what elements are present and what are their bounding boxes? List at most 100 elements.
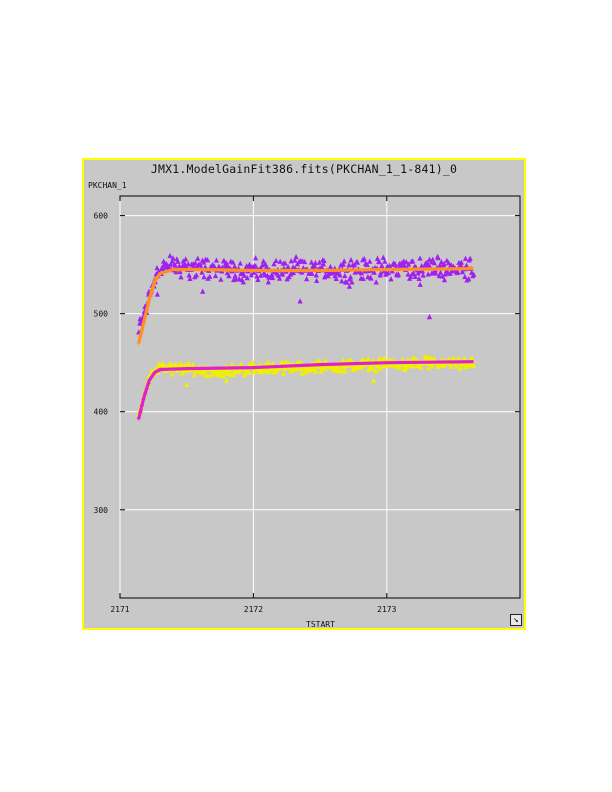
data-point-series-1 [191, 371, 197, 378]
data-point-series-1 [377, 365, 383, 371]
data-point-series-0 [471, 271, 477, 277]
fit-marker-series-3 [151, 372, 156, 377]
data-point-series-1 [340, 357, 346, 363]
data-point-series-1 [238, 361, 244, 367]
data-point-series-1 [251, 369, 257, 375]
data-point-series-0 [177, 268, 183, 274]
data-point-series-0 [419, 268, 426, 274]
data-point-series-0 [402, 263, 408, 269]
data-point-series-0 [467, 255, 473, 261]
data-point-series-0 [334, 270, 341, 276]
data-point-series-0 [462, 255, 469, 261]
data-point-series-0 [346, 262, 352, 268]
data-point-series-0 [348, 257, 354, 263]
data-point-series-0 [232, 263, 238, 269]
fit-marker-series-3 [139, 403, 144, 408]
data-point-series-0 [218, 276, 224, 282]
data-point-series-0 [312, 263, 318, 269]
data-point-series-0 [253, 263, 259, 269]
data-point-series-1 [266, 368, 272, 374]
data-point-series-0 [433, 270, 439, 276]
data-point-series-1 [280, 370, 287, 376]
data-point-series-0 [170, 255, 176, 261]
data-point-series-0 [241, 272, 247, 278]
data-point-series-0 [321, 257, 327, 264]
fit-marker-series-3 [149, 375, 154, 380]
data-point-series-0 [168, 261, 174, 267]
data-point-series-0 [382, 258, 388, 264]
data-point-series-0 [349, 279, 355, 285]
data-point-series-1 [241, 371, 247, 378]
data-point-series-0 [364, 261, 370, 268]
data-point-series-1 [190, 361, 196, 367]
data-point-series-0 [265, 279, 271, 285]
y-tick-label: 600 [94, 212, 109, 221]
fit-marker-series-2 [159, 271, 164, 276]
plot-window: JMX1.ModelGainFit386.fits(PKCHAN_1_1-841… [82, 158, 526, 630]
data-point-series-0 [405, 271, 411, 277]
data-point-series-0 [368, 275, 374, 281]
plot-frame [119, 195, 521, 599]
x-tick-label: 2173 [377, 605, 396, 614]
data-point-series-1 [462, 356, 468, 362]
fit-marker-series-2 [139, 328, 144, 333]
y-tick-label: 500 [94, 310, 109, 319]
data-point-series-1 [381, 355, 387, 361]
data-point-series-0 [431, 260, 437, 266]
data-point-series-0 [293, 254, 299, 260]
fit-marker-series-2 [149, 289, 154, 294]
data-point-series-0 [285, 263, 291, 270]
data-point-series-0 [173, 269, 179, 275]
data-point-series-1 [334, 363, 341, 370]
data-point-series-1 [250, 359, 256, 365]
outlier-point-series-1 [370, 377, 377, 383]
data-point-series-0 [344, 279, 350, 285]
data-point-series-1 [313, 368, 319, 374]
data-point-series-0 [204, 257, 211, 263]
data-point-series-0 [360, 275, 366, 282]
data-point-series-0 [308, 259, 315, 265]
resize-arrow-icon[interactable]: ↘ [510, 614, 522, 626]
fit-marker-series-3 [143, 391, 148, 396]
data-point-series-0 [276, 275, 283, 281]
data-point-series-0 [290, 269, 297, 276]
data-point-series-0 [316, 259, 323, 265]
data-point-series-0 [361, 255, 367, 262]
data-point-series-1 [270, 360, 276, 366]
data-point-series-0 [341, 258, 347, 264]
data-point-series-1 [454, 363, 460, 369]
data-point-series-0 [312, 259, 319, 266]
data-point-series-1 [169, 371, 175, 377]
data-point-series-0 [320, 261, 326, 267]
data-point-series-1 [236, 368, 243, 374]
data-point-series-0 [376, 259, 383, 265]
data-point-series-0 [405, 261, 412, 267]
data-point-series-0 [459, 269, 466, 275]
data-point-series-0 [277, 258, 283, 264]
data-point-series-0 [339, 278, 345, 284]
data-point-series-0 [258, 272, 264, 278]
data-point-series-0 [417, 255, 423, 261]
data-point-series-1 [429, 362, 435, 368]
data-point-series-0 [410, 258, 416, 264]
data-point-series-1 [199, 370, 205, 376]
data-point-series-1 [369, 365, 376, 371]
data-point-series-0 [425, 271, 431, 277]
data-point-series-0 [213, 257, 220, 263]
data-point-series-1 [220, 373, 227, 379]
data-point-series-0 [380, 254, 386, 260]
data-point-series-1 [418, 364, 424, 370]
data-point-series-0 [270, 274, 276, 281]
outlier-point-series-1 [224, 377, 230, 383]
data-point-series-0 [412, 273, 418, 280]
fit-marker-series-2 [141, 321, 146, 326]
data-point-series-0 [197, 261, 203, 268]
data-point-series-0 [314, 277, 320, 283]
x-axis-label: TSTART [306, 620, 335, 629]
data-point-series-0 [192, 260, 198, 266]
data-point-series-0 [201, 274, 207, 280]
data-point-series-0 [420, 272, 426, 278]
data-point-series-1 [279, 359, 285, 365]
data-point-series-0 [264, 263, 270, 270]
data-point-series-0 [319, 264, 325, 270]
